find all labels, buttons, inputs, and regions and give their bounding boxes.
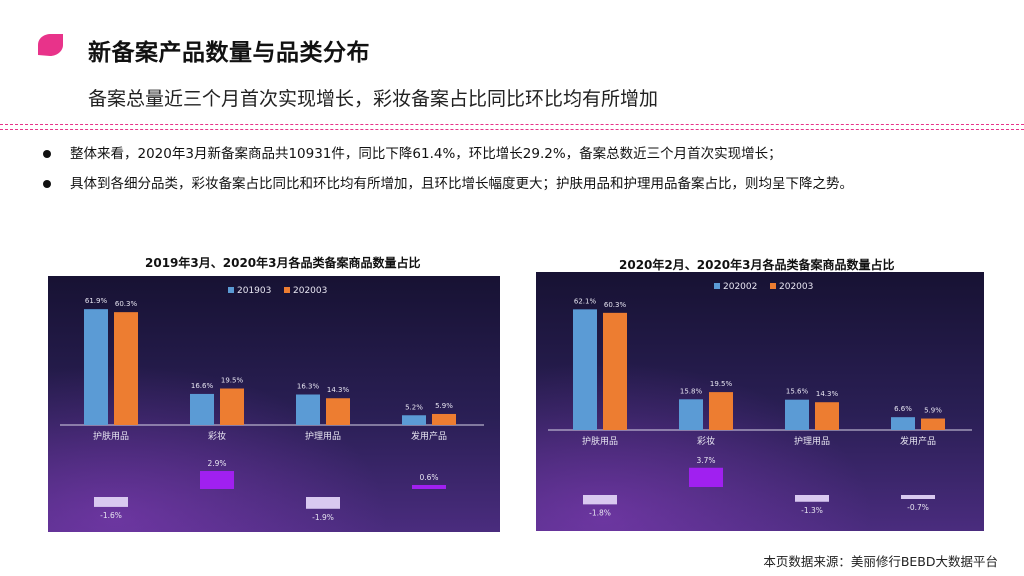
data-label-202003-0: 60.3%: [115, 300, 138, 308]
diff-bar-2: [795, 495, 829, 502]
legend-swatch-201903: [228, 287, 234, 293]
diff-label-2: -1.9%: [312, 513, 334, 522]
diff-label-1: 3.7%: [696, 456, 715, 465]
diff-bar-3: [412, 485, 446, 489]
x-tick-label-3: 发用产品: [900, 435, 936, 447]
x-tick-label-1: 彩妆: [208, 430, 226, 442]
divider-dashed-bottom: [0, 129, 1024, 130]
bar-201903-0: [84, 309, 108, 425]
diff-label-2: -1.3%: [801, 506, 823, 515]
bar-202003-1: [709, 392, 733, 430]
x-tick-label-0: 护肤用品: [582, 435, 618, 447]
legend-label-202003: 202003: [293, 286, 327, 296]
data-label-202002-1: 15.8%: [680, 387, 703, 395]
diff-bar-0: [94, 497, 128, 507]
chart-mom: 202002 202003 62.1% 60.3% 护肤用品 -1.8% 15.8% 19.5…: [536, 272, 984, 531]
data-label-201903-3: 5.2%: [405, 403, 423, 411]
data-label-202002-0: 62.1%: [574, 297, 597, 305]
page-title: 新备案产品数量与品类分布: [88, 40, 370, 66]
chart-title-mom: 2020年2月、2020年3月各品类备案商品数量占比: [619, 258, 895, 272]
data-label-202002-3: 6.6%: [894, 405, 912, 413]
legend-label-202002: 202002: [723, 282, 757, 292]
chart-legend: 201903 202003: [228, 286, 327, 296]
bar-202003-1: [220, 388, 244, 425]
diff-bar-1: [200, 471, 234, 489]
diff-bar-3: [901, 495, 935, 499]
legend-label-202003: 202003: [779, 282, 813, 292]
chart-yoy: 201903 202003 61.9% 60.3% 护肤用品 -1.6% 16.6% 19.5…: [48, 276, 500, 532]
chart-mom-svg: 202002 202003 62.1% 60.3% 护肤用品 -1.8% 15.8% 19.5…: [536, 272, 984, 531]
x-tick-label-0: 护肤用品: [93, 430, 129, 442]
bullet-text: 具体到各细分品类，彩妆备案占比同比和环比均有所增加，且环比增长幅度更大；护肤用品…: [70, 176, 853, 192]
diff-label-1: 2.9%: [207, 459, 226, 468]
diff-bar-0: [583, 495, 617, 505]
bar-202003-2: [815, 402, 839, 430]
bullet-dot-icon: [43, 150, 51, 158]
bar-202002-1: [679, 399, 703, 430]
data-label-202003-1: 19.5%: [221, 377, 244, 385]
data-label-202003-0: 60.3%: [604, 301, 627, 309]
legend-label-201903: 201903: [237, 286, 271, 296]
data-label-202003-2: 14.3%: [816, 390, 839, 398]
data-label-202003-1: 19.5%: [710, 380, 733, 388]
x-tick-label-3: 发用产品: [411, 430, 447, 442]
data-label-202002-2: 15.6%: [786, 388, 809, 396]
diff-label-0: -1.6%: [100, 511, 122, 520]
chart-yoy-svg: 201903 202003 61.9% 60.3% 护肤用品 -1.6% 16.6% 19.5…: [48, 276, 500, 532]
bar-202002-2: [785, 399, 809, 430]
bullet-text: 整体来看，2020年3月新备案商品共10931件，同比下降61.4%，环比增长2…: [70, 146, 782, 162]
data-label-202003-3: 5.9%: [924, 407, 942, 415]
data-label-201903-2: 16.3%: [297, 382, 320, 390]
bar-202002-3: [891, 417, 915, 430]
x-tick-label-2: 护理用品: [794, 435, 830, 447]
diff-label-3: 0.6%: [419, 473, 438, 482]
data-source-note: 本页数据来源：美丽修行BEBD大数据平台: [763, 554, 998, 569]
x-tick-label-2: 护理用品: [305, 430, 341, 442]
diff-label-0: -1.8%: [589, 508, 611, 517]
chart-title-yoy: 2019年3月、2020年3月各品类备案商品数量占比: [145, 256, 421, 270]
chart-legend: 202002 202003: [714, 282, 813, 292]
summary-bullets: 整体来看，2020年3月新备案商品共10931件，同比下降61.4%，环比增长2…: [40, 144, 1000, 204]
bullet-item: 具体到各细分品类，彩妆备案占比同比和环比均有所增加，且环比增长幅度更大；护肤用品…: [40, 174, 1000, 204]
bar-202002-0: [573, 309, 597, 430]
bar-201903-3: [402, 415, 426, 425]
bar-202003-0: [603, 312, 627, 430]
data-label-201903-1: 16.6%: [191, 382, 214, 390]
bullet-item: 整体来看，2020年3月新备案商品共10931件，同比下降61.4%，环比增长2…: [40, 144, 1000, 174]
data-label-202003-2: 14.3%: [327, 386, 350, 394]
data-label-201903-0: 61.9%: [85, 297, 108, 305]
divider-dashed-top: [0, 124, 1024, 125]
bar-201903-1: [190, 393, 214, 425]
bullet-dot-icon: [43, 180, 51, 188]
bar-202003-0: [114, 312, 138, 425]
bar-202003-3: [432, 413, 456, 425]
legend-swatch-202002: [714, 283, 720, 289]
diff-bar-2: [306, 497, 340, 509]
brand-logo-icon: [38, 34, 63, 56]
bar-201903-2: [296, 394, 320, 425]
diff-bar-1: [689, 467, 723, 487]
legend-swatch-202003: [284, 287, 290, 293]
legend-swatch-202003: [770, 283, 776, 289]
bar-202003-3: [921, 418, 945, 430]
bar-202003-2: [326, 398, 350, 425]
page-subtitle: 备案总量近三个月首次实现增长，彩妆备案占比同比环比均有所增加: [88, 88, 659, 110]
x-tick-label-1: 彩妆: [697, 435, 715, 447]
diff-label-3: -0.7%: [907, 503, 929, 512]
data-label-202003-3: 5.9%: [435, 402, 453, 410]
